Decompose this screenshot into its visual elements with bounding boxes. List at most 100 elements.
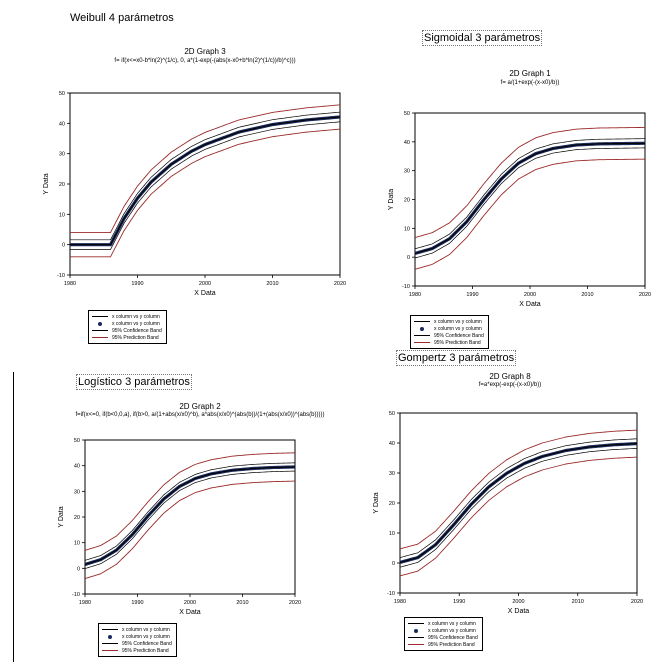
x-tick-label: 1990 [466,292,478,298]
formula-logistico: f=if(x<=0, if(b<0,0,a), if(b>0, a/(1+abs… [75,412,325,418]
y-tick-label: 50 [389,411,395,417]
graph-title-weibull: 2D Graph 3 [184,47,226,56]
legend-entry: 95% Prediction Band [414,339,484,346]
plot-frame [399,412,638,594]
legend-entry: x column vs y column [102,633,172,640]
data-points-series [70,115,340,247]
confidence-band-lower [400,448,637,568]
legend-fit-swatch [92,316,108,317]
prediction-band-lower [400,456,637,577]
y-tick-label: 10 [389,531,395,537]
prediction-band-upper [70,104,340,233]
legend-label: x column vs y column [112,313,160,320]
y-tick-label: 30 [59,152,65,158]
y-tick-label: 40 [59,121,65,127]
x-tick-label: 1980 [64,281,76,287]
formula-weibull: f= if(x<=x0-b*ln(2)^(1/c), 0, a*(1-exp(-… [114,58,296,64]
x-tick-label: 2020 [639,292,651,298]
legend-sigmoidal: x column vs y column x column vs y column… [410,315,489,349]
legend-fit-swatch [408,623,424,624]
y-tick-label: -10 [387,591,395,597]
legend-confidence-swatch [414,335,430,336]
formula-gompertz: f=a*exp(-exp(-(x-x0)/b)) [478,382,542,388]
x-tick-label: 2000 [512,599,524,605]
legend-fit-swatch [414,321,430,322]
fit-line [70,116,340,246]
y-tick-label: 50 [404,111,410,117]
chart-weibull: 1980 1990 2000 2010 2020 -10 0 10 20 30 40 50 X Data… [43,91,346,297]
y-tick-label: 30 [404,169,410,175]
legend-entry: 95% Confidence Band [414,332,484,339]
y-tick-label: 20 [59,182,65,188]
confidence-band-upper [415,138,645,250]
legend-prediction-swatch [414,342,430,343]
page-margin-line [13,372,14,662]
formula-sigmoidal: f= a/(1+exp(-(x-x0)/b)) [500,80,560,86]
x-tick-label: 1980 [409,292,421,298]
x-tick-label: 1990 [453,599,465,605]
legend-label: 95% Prediction Band [434,339,481,346]
y-tick-label: 50 [74,438,80,444]
legend-entry: 95% Confidence Band [408,634,478,641]
legend-entry: 95% Prediction Band [92,334,162,341]
x-tick-label: 2020 [289,600,301,606]
prediction-band-lower [70,128,340,258]
x-tick-label: 2020 [631,599,643,605]
legend-prediction-swatch [92,337,108,338]
chart-gompertz: 1980 1990 2000 2010 2020 -10 0 10 20 30 40 50 X Data… [373,411,643,615]
y-tick-label: 40 [404,140,410,146]
y-axis-label: Y Data [43,173,50,194]
y-tick-label: 0 [392,561,395,567]
y-axis-label: Y Data [373,492,380,513]
y-tick-label: -10 [57,273,65,279]
x-tick-label: 2010 [266,281,278,287]
x-tick-label: 2010 [581,292,593,298]
legend-label: 95% Confidence Band [434,332,484,339]
legend-entry: x column vs y column [414,325,484,332]
legend-label: 95% Prediction Band [112,334,159,341]
legend-prediction-swatch [102,650,118,651]
fit-line [415,142,645,254]
panel-title-weibull: Weibull 4 parámetros [70,12,174,24]
x-tick-label: 1980 [394,599,406,605]
legend-fit-swatch [102,629,118,630]
y-tick-label: 40 [389,441,395,447]
x-axis-label: X Data [194,290,216,297]
prediction-band-upper [400,429,637,550]
confidence-band-upper [85,462,295,561]
legend-entry: x column vs y column [92,313,162,320]
y-tick-label: -10 [402,284,410,290]
chart-sigmoidal: 1980 1990 2000 2010 2020 -10 0 10 20 30 40 50 X Data… [388,111,651,308]
legend-entry: x column vs y column [408,627,478,634]
prediction-band-upper [415,126,645,238]
legend-entry: 95% Prediction Band [102,647,172,654]
legend-label: x column vs y column [428,620,476,627]
legend-entry: x column vs y column [92,320,162,327]
legend-entry: x column vs y column [414,318,484,325]
legend-label: x column vs y column [434,318,482,325]
plot-frame [84,439,296,595]
y-tick-label: 30 [74,489,80,495]
legend-entry: 95% Prediction Band [408,641,478,648]
y-tick-label: 10 [404,226,410,232]
confidence-band-lower [70,121,340,250]
y-tick-label: -10 [72,592,80,598]
y-tick-label: 50 [59,91,65,97]
x-axis-label: X Data [519,301,541,308]
graph-title-logistico: 2D Graph 2 [179,402,221,411]
chart-logistico: 1980 1990 2000 2010 2020 -10 0 10 20 30 40 50 X Data… [58,438,301,616]
y-tick-label: 10 [59,212,65,218]
x-tick-label: 1980 [79,600,91,606]
y-tick-label: 20 [74,515,80,521]
y-tick-label: 20 [404,198,410,204]
legend-entry: x column vs y column [102,626,172,633]
legend-confidence-swatch [92,330,108,331]
prediction-band-lower [85,480,295,580]
y-tick-label: 20 [389,501,395,507]
legend-label: 95% Prediction Band [428,641,475,648]
legend-prediction-swatch [408,644,424,645]
legend-label: x column vs y column [112,320,160,327]
panel-title-sigmoidal: Sigmoidal 3 parámetros [421,30,543,46]
confidence-band-lower [85,470,295,569]
legend-confidence-swatch [408,637,424,638]
